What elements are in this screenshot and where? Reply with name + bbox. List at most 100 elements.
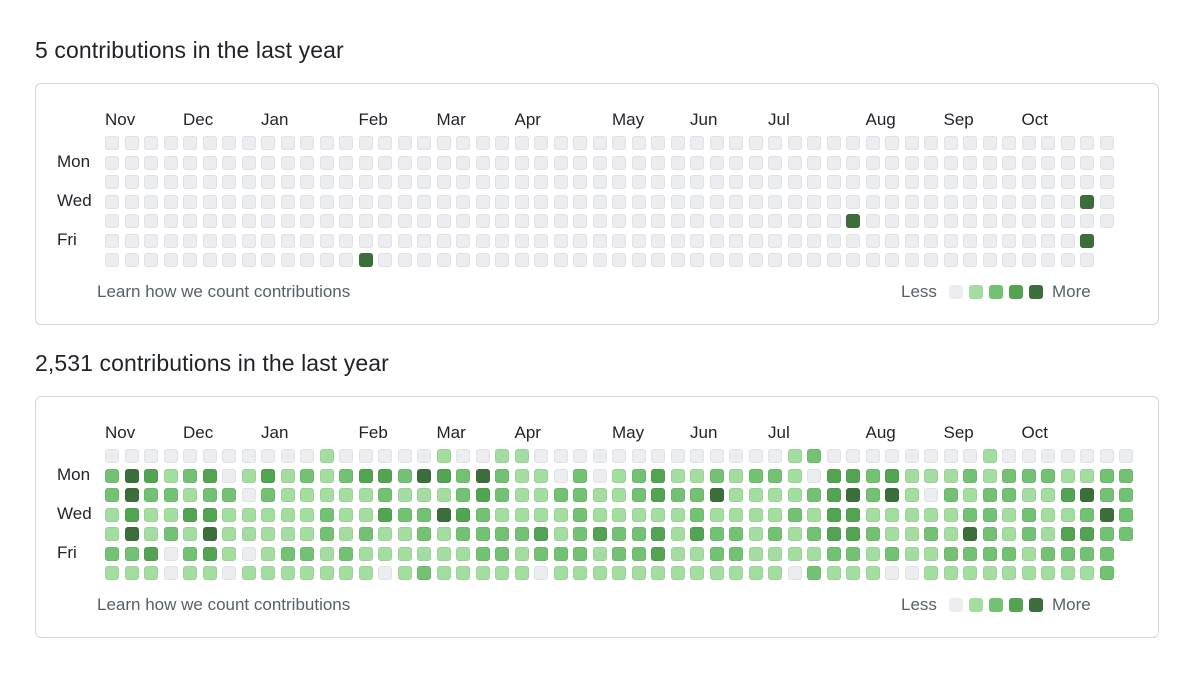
contribution-cell[interactable] <box>514 488 529 502</box>
contribution-cell[interactable] <box>261 214 275 228</box>
contribution-cell[interactable] <box>924 233 938 248</box>
contribution-cell[interactable] <box>709 527 724 541</box>
contribution-cell[interactable] <box>924 507 938 522</box>
contribution-cell[interactable] <box>124 449 139 463</box>
contribution-cell[interactable] <box>456 253 470 267</box>
contribution-cell[interactable] <box>280 527 295 541</box>
contribution-cell[interactable] <box>280 253 295 267</box>
contribution-cell[interactable] <box>865 449 880 463</box>
contribution-cell[interactable] <box>1060 194 1075 209</box>
contribution-cell[interactable] <box>397 449 412 463</box>
contribution-cell[interactable] <box>105 253 119 267</box>
contribution-cell[interactable] <box>982 449 997 463</box>
contribution-cell[interactable] <box>358 566 373 580</box>
contribution-cell[interactable] <box>183 233 197 248</box>
contribution-cell[interactable] <box>378 546 392 561</box>
contribution-cell[interactable] <box>787 527 802 541</box>
contribution-cell[interactable] <box>1080 214 1094 228</box>
contribution-cell[interactable] <box>1099 468 1114 483</box>
contribution-cell[interactable] <box>144 507 158 522</box>
contribution-cell[interactable] <box>729 194 743 209</box>
contribution-cell[interactable] <box>885 507 899 522</box>
contribution-cell[interactable] <box>787 233 802 248</box>
contribution-cell[interactable] <box>690 194 704 209</box>
contribution-cell[interactable] <box>202 253 217 267</box>
contribution-cell[interactable] <box>963 175 977 189</box>
contribution-cell[interactable] <box>787 488 802 502</box>
contribution-cell[interactable] <box>1080 233 1094 248</box>
contribution-cell[interactable] <box>670 488 685 502</box>
contribution-cell[interactable] <box>690 449 704 463</box>
contribution-cell[interactable] <box>846 155 860 170</box>
contribution-cell[interactable] <box>651 155 665 170</box>
contribution-cell[interactable] <box>241 136 256 150</box>
contribution-cell[interactable] <box>748 175 763 189</box>
contribution-cell[interactable] <box>670 527 685 541</box>
contribution-cell[interactable] <box>1041 136 1055 150</box>
contribution-cell[interactable] <box>573 253 587 267</box>
contribution-cell[interactable] <box>436 546 451 561</box>
contribution-cell[interactable] <box>670 468 685 483</box>
contribution-cell[interactable] <box>963 468 977 483</box>
contribution-cell[interactable] <box>1021 546 1036 561</box>
contribution-cell[interactable] <box>553 488 568 502</box>
contribution-cell[interactable] <box>378 507 392 522</box>
contribution-cell[interactable] <box>904 488 919 502</box>
contribution-cell[interactable] <box>807 468 821 483</box>
contribution-cell[interactable] <box>943 566 958 580</box>
contribution-cell[interactable] <box>826 214 841 228</box>
contribution-cell[interactable] <box>475 566 490 580</box>
contribution-cell[interactable] <box>495 194 509 209</box>
learn-how-we-count-link[interactable]: Learn how we count contributions <box>97 595 351 614</box>
contribution-cell[interactable] <box>631 449 646 463</box>
contribution-cell[interactable] <box>787 136 802 150</box>
contribution-cell[interactable] <box>1080 449 1094 463</box>
contribution-cell[interactable] <box>1002 546 1016 561</box>
contribution-cell[interactable] <box>397 527 412 541</box>
contribution-cell[interactable] <box>982 194 997 209</box>
contribution-cell[interactable] <box>885 194 899 209</box>
contribution-cell[interactable] <box>202 175 217 189</box>
contribution-cell[interactable] <box>397 566 412 580</box>
contribution-cell[interactable] <box>924 546 938 561</box>
contribution-cell[interactable] <box>943 253 958 267</box>
contribution-cell[interactable] <box>963 527 977 541</box>
contribution-cell[interactable] <box>202 546 217 561</box>
contribution-cell[interactable] <box>807 194 821 209</box>
contribution-cell[interactable] <box>690 566 704 580</box>
contribution-cell[interactable] <box>241 253 256 267</box>
contribution-cell[interactable] <box>670 566 685 580</box>
contribution-cell[interactable] <box>553 233 568 248</box>
contribution-cell[interactable] <box>222 155 236 170</box>
contribution-cell[interactable] <box>475 175 490 189</box>
contribution-cell[interactable] <box>553 546 568 561</box>
contribution-cell[interactable] <box>144 468 158 483</box>
contribution-cell[interactable] <box>592 175 607 189</box>
contribution-cell[interactable] <box>1041 194 1055 209</box>
contribution-cell[interactable] <box>378 194 392 209</box>
contribution-cell[interactable] <box>573 546 587 561</box>
contribution-cell[interactable] <box>534 449 548 463</box>
contribution-cell[interactable] <box>397 253 412 267</box>
contribution-cell[interactable] <box>456 488 470 502</box>
contribution-cell[interactable] <box>982 253 997 267</box>
contribution-cell[interactable] <box>300 233 314 248</box>
contribution-cell[interactable] <box>943 546 958 561</box>
contribution-cell[interactable] <box>768 449 782 463</box>
contribution-cell[interactable] <box>943 194 958 209</box>
contribution-cell[interactable] <box>456 175 470 189</box>
contribution-cell[interactable] <box>397 155 412 170</box>
contribution-cell[interactable] <box>787 175 802 189</box>
contribution-cell[interactable] <box>904 155 919 170</box>
contribution-cell[interactable] <box>1099 488 1114 502</box>
contribution-cell[interactable] <box>807 175 821 189</box>
contribution-cell[interactable] <box>1041 155 1055 170</box>
contribution-cell[interactable] <box>768 546 782 561</box>
contribution-cell[interactable] <box>768 253 782 267</box>
contribution-cell[interactable] <box>846 468 860 483</box>
contribution-cell[interactable] <box>397 233 412 248</box>
contribution-cell[interactable] <box>729 175 743 189</box>
contribution-cell[interactable] <box>417 155 431 170</box>
contribution-cell[interactable] <box>358 449 373 463</box>
contribution-cell[interactable] <box>436 566 451 580</box>
